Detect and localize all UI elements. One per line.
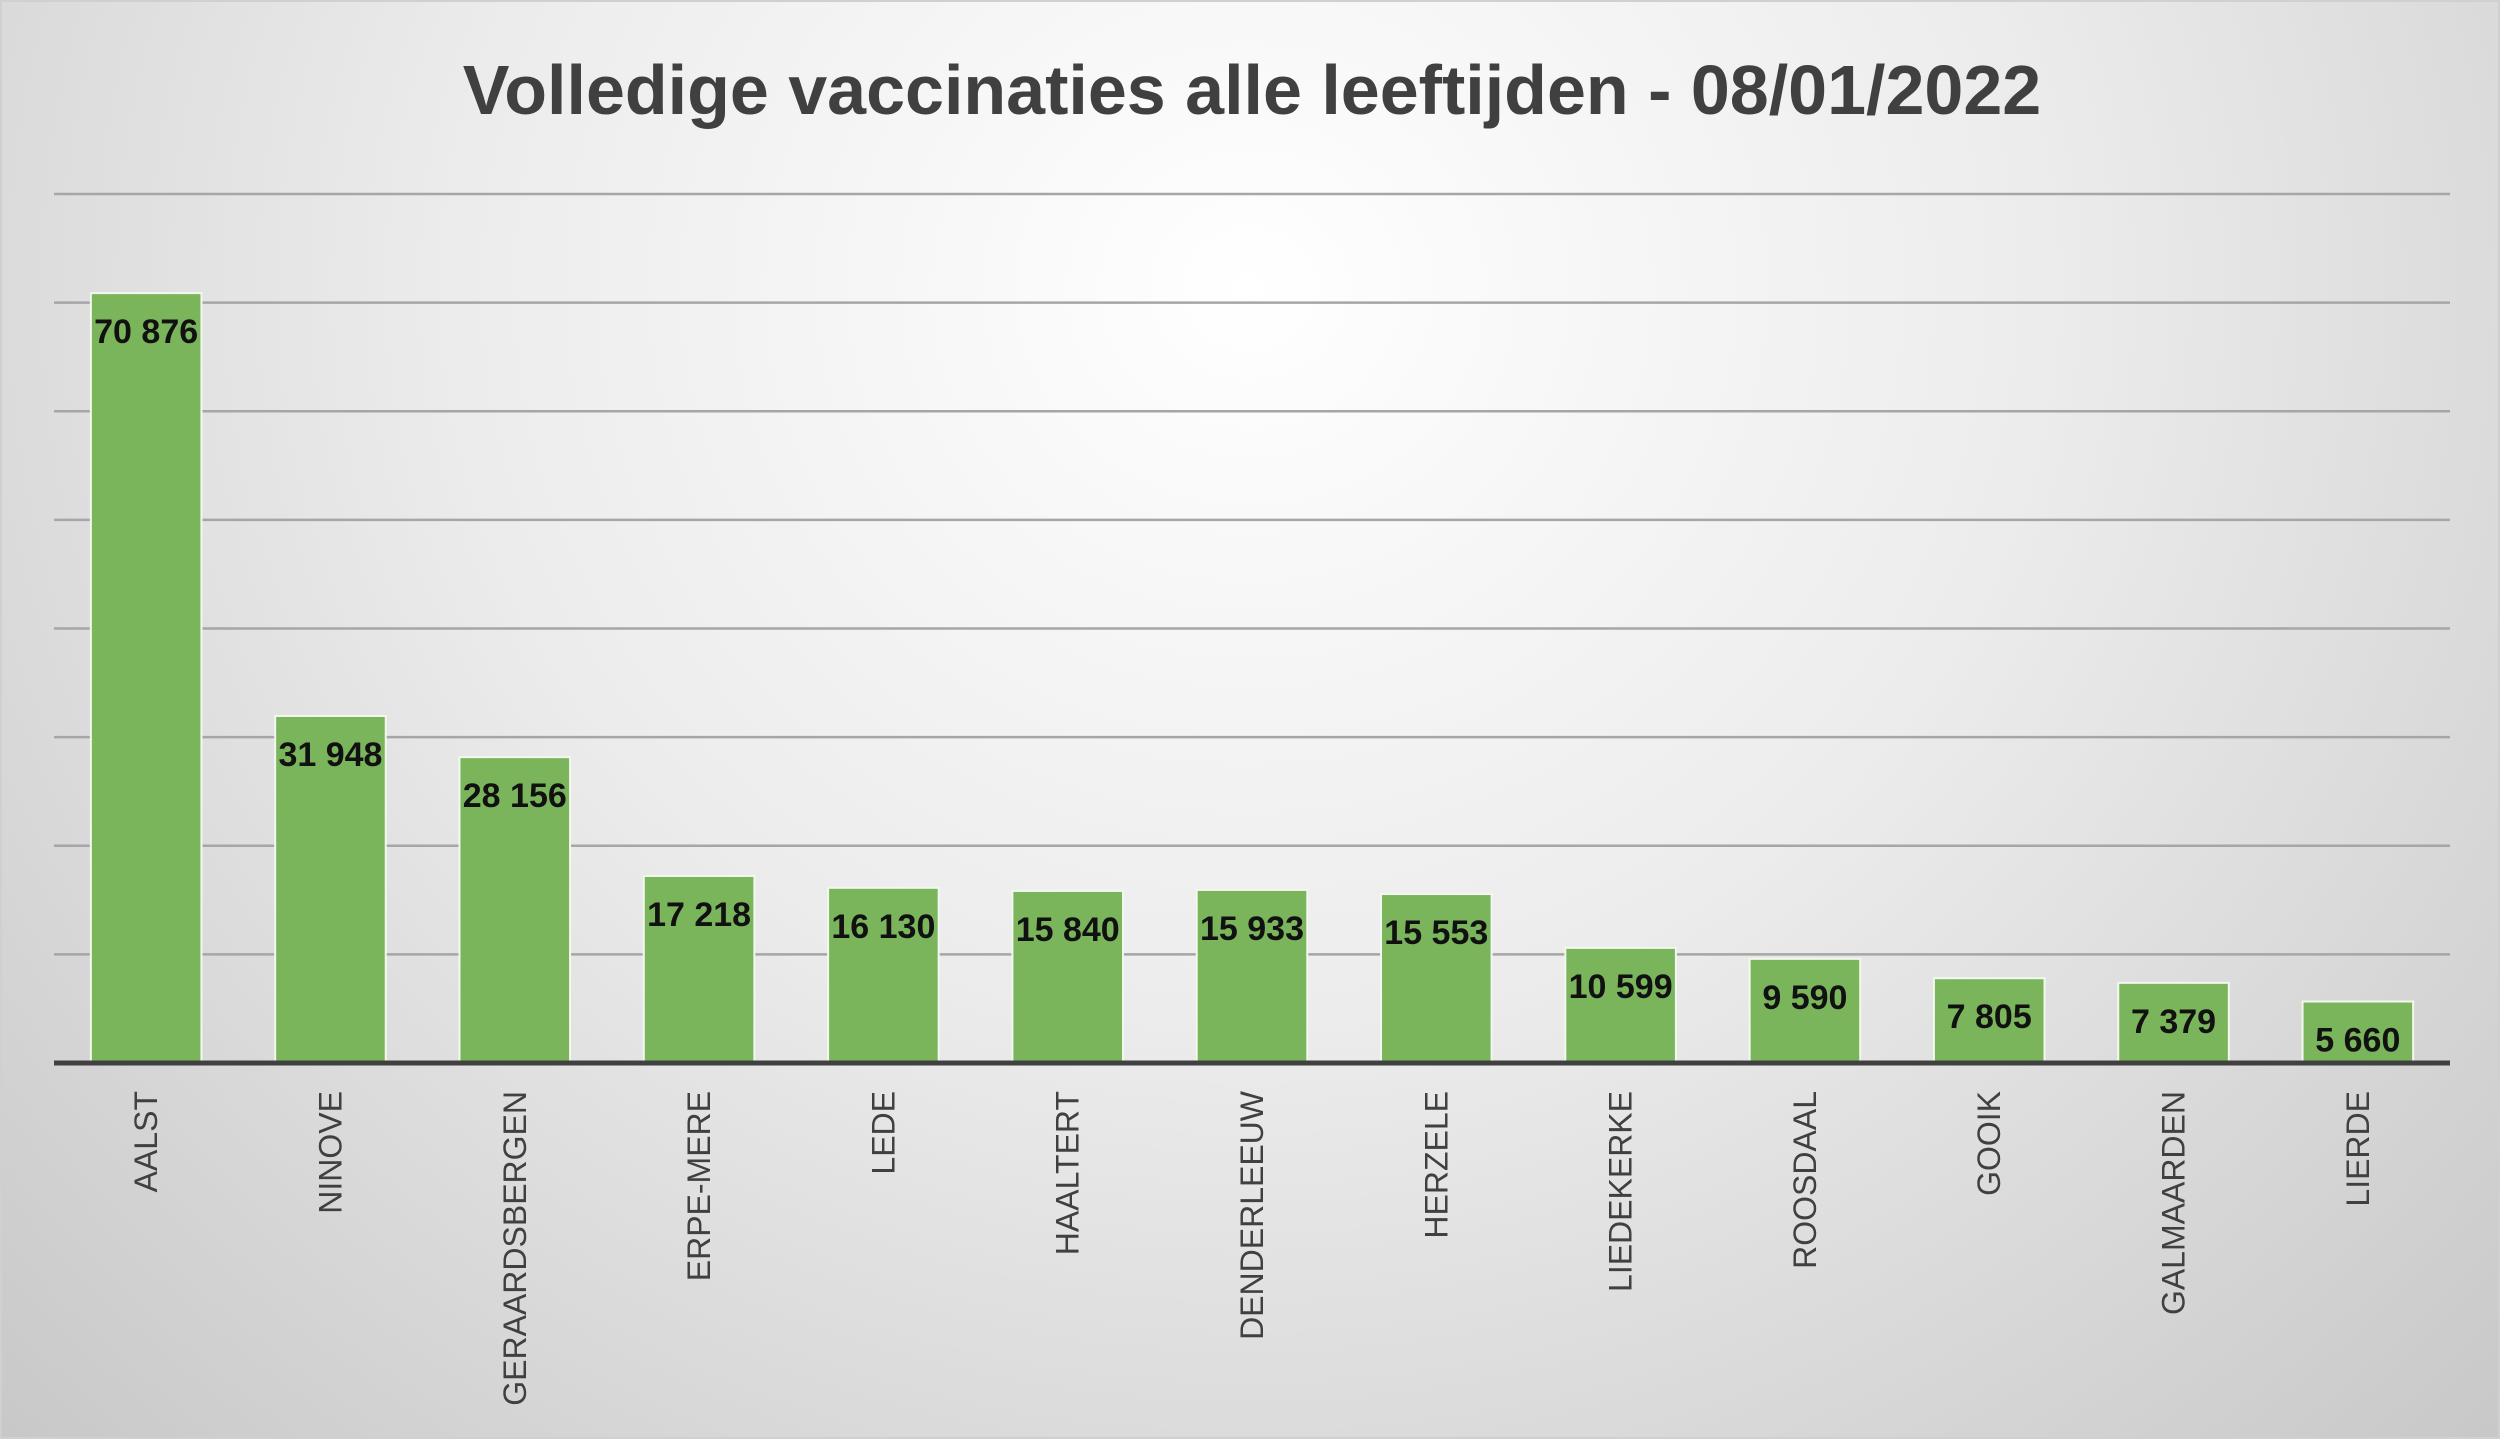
x-tick-label: LIEDEKERKE bbox=[1603, 1091, 1639, 1292]
x-tick-label: GALMAARDEN bbox=[2156, 1091, 2192, 1315]
data-label: 31 948 bbox=[278, 736, 382, 774]
data-label: 70 876 bbox=[94, 313, 198, 351]
bar bbox=[89, 292, 203, 1064]
bar bbox=[458, 756, 572, 1064]
x-tick-label: HAALTERT bbox=[1050, 1091, 1086, 1255]
data-label: 15 553 bbox=[1384, 914, 1488, 952]
data-label: 16 130 bbox=[831, 908, 935, 946]
data-label: 7 805 bbox=[1947, 998, 2032, 1036]
bars bbox=[89, 292, 2415, 1065]
category-axis-labels: AALST NINOVE GERAARDSBERGEN ERPE-MERE LEDE HA… bbox=[128, 1090, 2376, 1406]
x-tick-label: NINOVE bbox=[312, 1091, 348, 1214]
x-tick-label: LEDE bbox=[865, 1091, 901, 1175]
data-label: 10 599 bbox=[1569, 968, 1673, 1006]
bar bbox=[1932, 977, 2046, 1065]
x-tick-label: ROOSDAAL bbox=[1787, 1091, 1823, 1269]
bar bbox=[1380, 893, 1493, 1064]
x-tick-label: DENDERLEEUW bbox=[1234, 1090, 1270, 1340]
x-tick-label: AALST bbox=[128, 1091, 164, 1192]
data-label: 9 590 bbox=[1762, 979, 1847, 1017]
data-label: 15 840 bbox=[1016, 911, 1120, 949]
bar bbox=[1748, 957, 1862, 1064]
bar bbox=[1195, 888, 1309, 1065]
chart-title: Volledige vaccinaties alle leeftijden - … bbox=[463, 51, 2041, 129]
data-label: 5 660 bbox=[2315, 1022, 2400, 1060]
data-label: 15 933 bbox=[1200, 910, 1304, 948]
bar bbox=[642, 874, 756, 1064]
x-tick-label: ERPE-MERE bbox=[681, 1091, 717, 1281]
x-tick-label: HERZELE bbox=[1418, 1091, 1454, 1239]
data-label: 7 379 bbox=[2131, 1003, 2216, 1041]
data-label: 28 156 bbox=[463, 777, 567, 815]
x-tick-label: LIERDE bbox=[2340, 1091, 2376, 1207]
data-labels: 70 876 31 948 28 156 17 218 16 130 15 840 15 9… bbox=[94, 313, 2400, 1059]
gridlines bbox=[54, 192, 2450, 956]
x-tick-label: GOOIK bbox=[1971, 1091, 2007, 1196]
bar bbox=[1011, 889, 1124, 1064]
bar bbox=[827, 886, 940, 1065]
bar bbox=[274, 714, 387, 1064]
data-label: 17 218 bbox=[647, 896, 751, 934]
x-tick-label: GERAARDSBERGEN bbox=[497, 1091, 533, 1406]
